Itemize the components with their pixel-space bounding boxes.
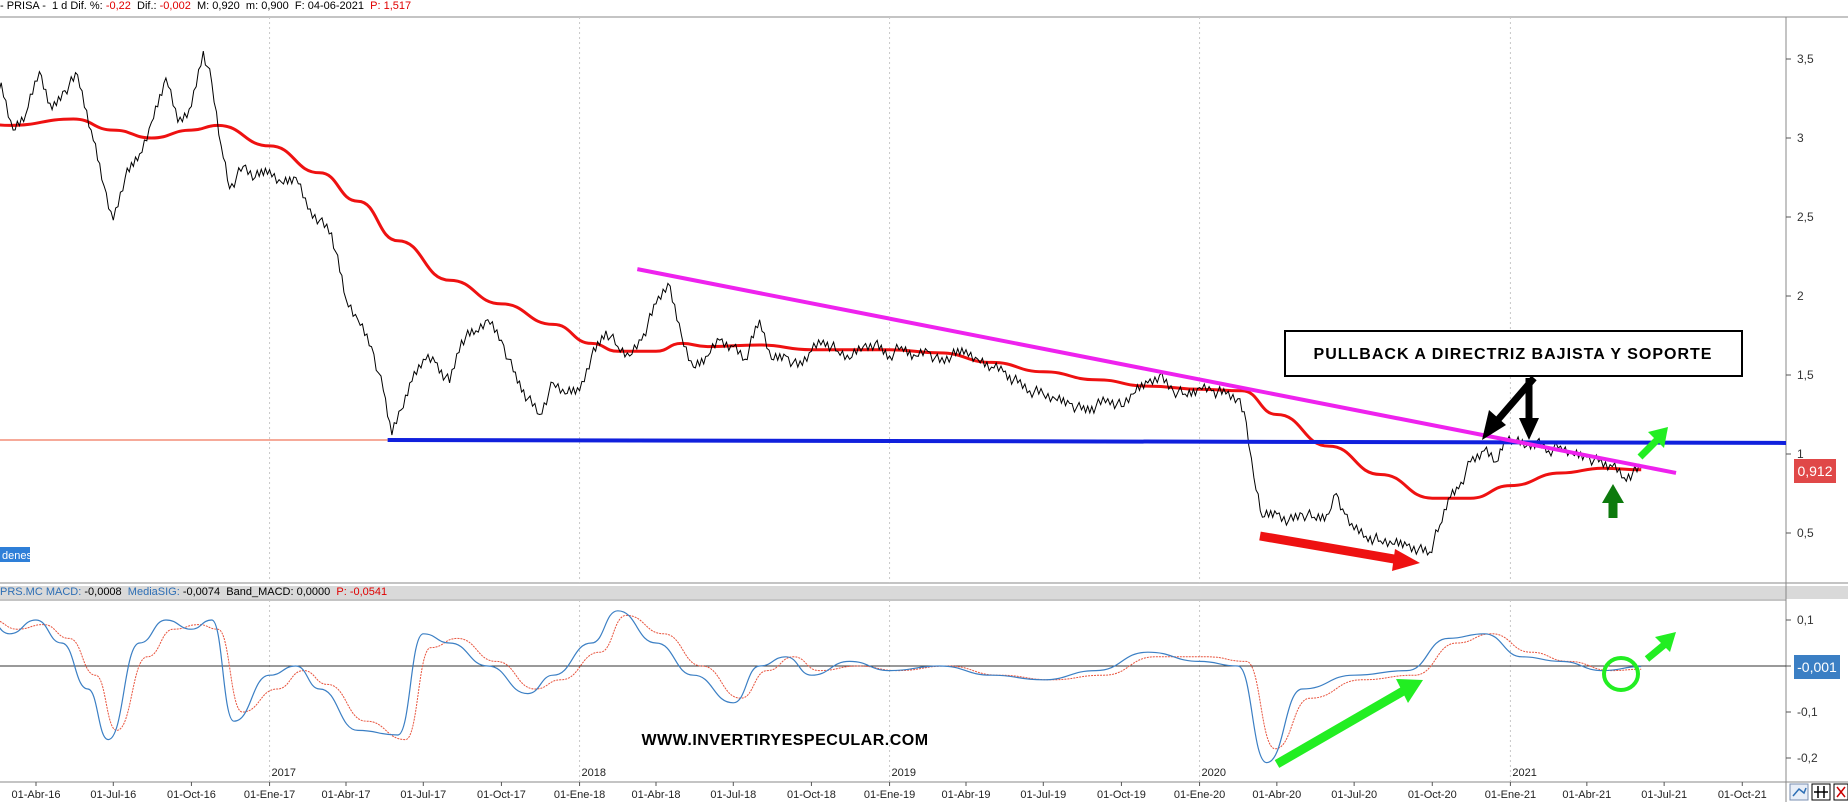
macd-p-value: -0,0541 xyxy=(349,586,388,598)
date-tick-label: 01-Oct-16 xyxy=(167,789,216,801)
macd-panel-header: PRS.MC MACD: -0,0008 MediaSIG: -0,0074 B… xyxy=(0,586,1848,599)
macd-badge-value: -0,001 xyxy=(1797,659,1837,675)
year-label: 2021 xyxy=(1512,767,1536,779)
date-tick-label: 01-Abr-20 xyxy=(1252,789,1301,801)
settings-grid-icon-glyph xyxy=(1814,786,1828,798)
pullback-annotation-text: PULLBACK A DIRECTRIZ BAJISTA Y SOPORTE xyxy=(1314,346,1713,363)
date-tick-label: 01-Ene-19 xyxy=(864,789,915,801)
date-label: F: xyxy=(294,0,305,12)
date-tick-label: 01-Ene-17 xyxy=(244,789,295,801)
year-label: 2019 xyxy=(892,767,916,779)
date-tick-label: 01-Jul-19 xyxy=(1020,789,1066,801)
date-tick-label: 01-Jul-20 xyxy=(1331,789,1377,801)
gridlines xyxy=(269,17,1511,782)
min-value: 0,900 xyxy=(261,0,289,12)
green-up-arrow-macd xyxy=(1644,632,1676,662)
date-tick-label: 01-Abr-21 xyxy=(1562,789,1611,801)
date-tick-label: 01-Abr-17 xyxy=(322,789,371,801)
min-label: m: xyxy=(245,0,259,12)
signal-value: -0,0074 xyxy=(182,586,221,598)
price-tick-label: 1 xyxy=(1797,447,1804,461)
date-value: 04-06-2021 xyxy=(307,0,364,12)
moving-average-line xyxy=(0,117,1642,500)
date-tick-label: 01-Ene-20 xyxy=(1174,789,1225,801)
pullback-annotation-box xyxy=(1284,330,1743,377)
macd-tick-label: -0,1 xyxy=(1797,705,1818,719)
date-axis: 01-Abr-16 01-Jul-16 01-Oct-16 01-Ene-17 01-A… xyxy=(12,767,1767,801)
macd-badge xyxy=(1794,655,1840,679)
macd-label: MACD: xyxy=(45,586,82,598)
price-axis: 3,5 3 2,5 2 1,5 1 0,5 xyxy=(1786,52,1814,540)
support-line xyxy=(387,437,1787,445)
date-tick-label: 01-Oct-18 xyxy=(787,789,836,801)
year-label: 2018 xyxy=(582,767,606,779)
website-text: WWW.INVERTIRYESPECULAR.COM xyxy=(641,732,928,749)
date-tick-label: 01-Abr-18 xyxy=(632,789,681,801)
price-tick-label: 3,5 xyxy=(1797,52,1814,66)
date-tick-label: 01-Jul-21 xyxy=(1641,789,1687,801)
date-tick-label: 01-Ene-18 xyxy=(554,789,605,801)
period: 1 d xyxy=(51,0,68,12)
dif-pct-value: -0,22 xyxy=(105,0,131,12)
close-panel-icon-glyph xyxy=(1836,786,1846,798)
price-tick-label: 0,5 xyxy=(1797,526,1814,540)
date-tick-label: 01-Ene-21 xyxy=(1485,789,1536,801)
max-value: 0,920 xyxy=(212,0,240,12)
dif-pct-label: Dif. %: xyxy=(70,0,103,12)
macd-line xyxy=(0,610,1642,764)
max-label: M: xyxy=(196,0,210,12)
year-label: 2020 xyxy=(1202,767,1226,779)
price-badge xyxy=(1794,459,1836,483)
p-label: P: xyxy=(370,0,381,12)
date-tick-label: 01-Oct-17 xyxy=(477,789,526,801)
date-tick-label: 01-Abr-16 xyxy=(12,789,61,801)
ticker: PRISA xyxy=(6,0,40,12)
dif-value: -0,002 xyxy=(159,0,191,12)
macd-symbol: PRS.MC xyxy=(0,586,43,598)
macd-tick-label: -0,2 xyxy=(1797,751,1818,765)
date-tick-label: 01-Oct-19 xyxy=(1097,789,1146,801)
band-label: Band_MACD: xyxy=(226,586,294,598)
macd-p-label: P: xyxy=(336,586,347,598)
scale-toggle-icon-glyph xyxy=(1792,787,1807,797)
date-tick-label: 01-Jul-18 xyxy=(710,789,756,801)
price-tick-label: 2,5 xyxy=(1797,210,1814,224)
left-tag-text: denes xyxy=(2,550,32,562)
price-line xyxy=(0,51,1642,557)
price-tick-label: 1,5 xyxy=(1797,368,1814,382)
red-down-arrow xyxy=(1259,531,1420,571)
signal-label: MediaSIG: xyxy=(127,586,180,598)
year-label: 2017 xyxy=(272,767,296,779)
date-tick-label: 01-Oct-21 xyxy=(1718,789,1767,801)
price-panel-header: - PRISA - 1 d Dif. %: -0,22 Dif.: -0,002… xyxy=(0,0,412,12)
p-value: 1,517 xyxy=(383,0,412,12)
date-tick-label: 01-Jul-16 xyxy=(90,789,136,801)
macd-value: -0,0008 xyxy=(84,586,122,598)
green-up-arrow-price xyxy=(1637,427,1668,460)
macd-signal-line xyxy=(0,614,1642,750)
price-tick-label: 2 xyxy=(1797,289,1804,303)
date-tick-label: 01-Abr-19 xyxy=(942,789,991,801)
dif-label: Dif.: xyxy=(137,0,157,12)
bearish-trendline xyxy=(636,267,1677,475)
green-up-arrow-macd-divergence xyxy=(1274,679,1423,768)
date-tick-label: 01-Jul-17 xyxy=(400,789,446,801)
price-tick-label: 3 xyxy=(1797,131,1804,145)
macd-tick-label: 0,1 xyxy=(1797,613,1814,627)
black-arrow-down xyxy=(1519,378,1539,440)
green-up-arrow-support xyxy=(1602,484,1624,518)
scale-toggle-icon[interactable] xyxy=(1789,783,1809,801)
left-tag-box xyxy=(0,547,30,562)
ticker-label: - xyxy=(0,0,7,12)
macd-cross-circle xyxy=(1602,656,1640,692)
band-value: 0,0000 xyxy=(296,586,331,598)
price-badge-value: 0,912 xyxy=(1797,463,1832,479)
date-tick-label: 01-Oct-20 xyxy=(1408,789,1457,801)
